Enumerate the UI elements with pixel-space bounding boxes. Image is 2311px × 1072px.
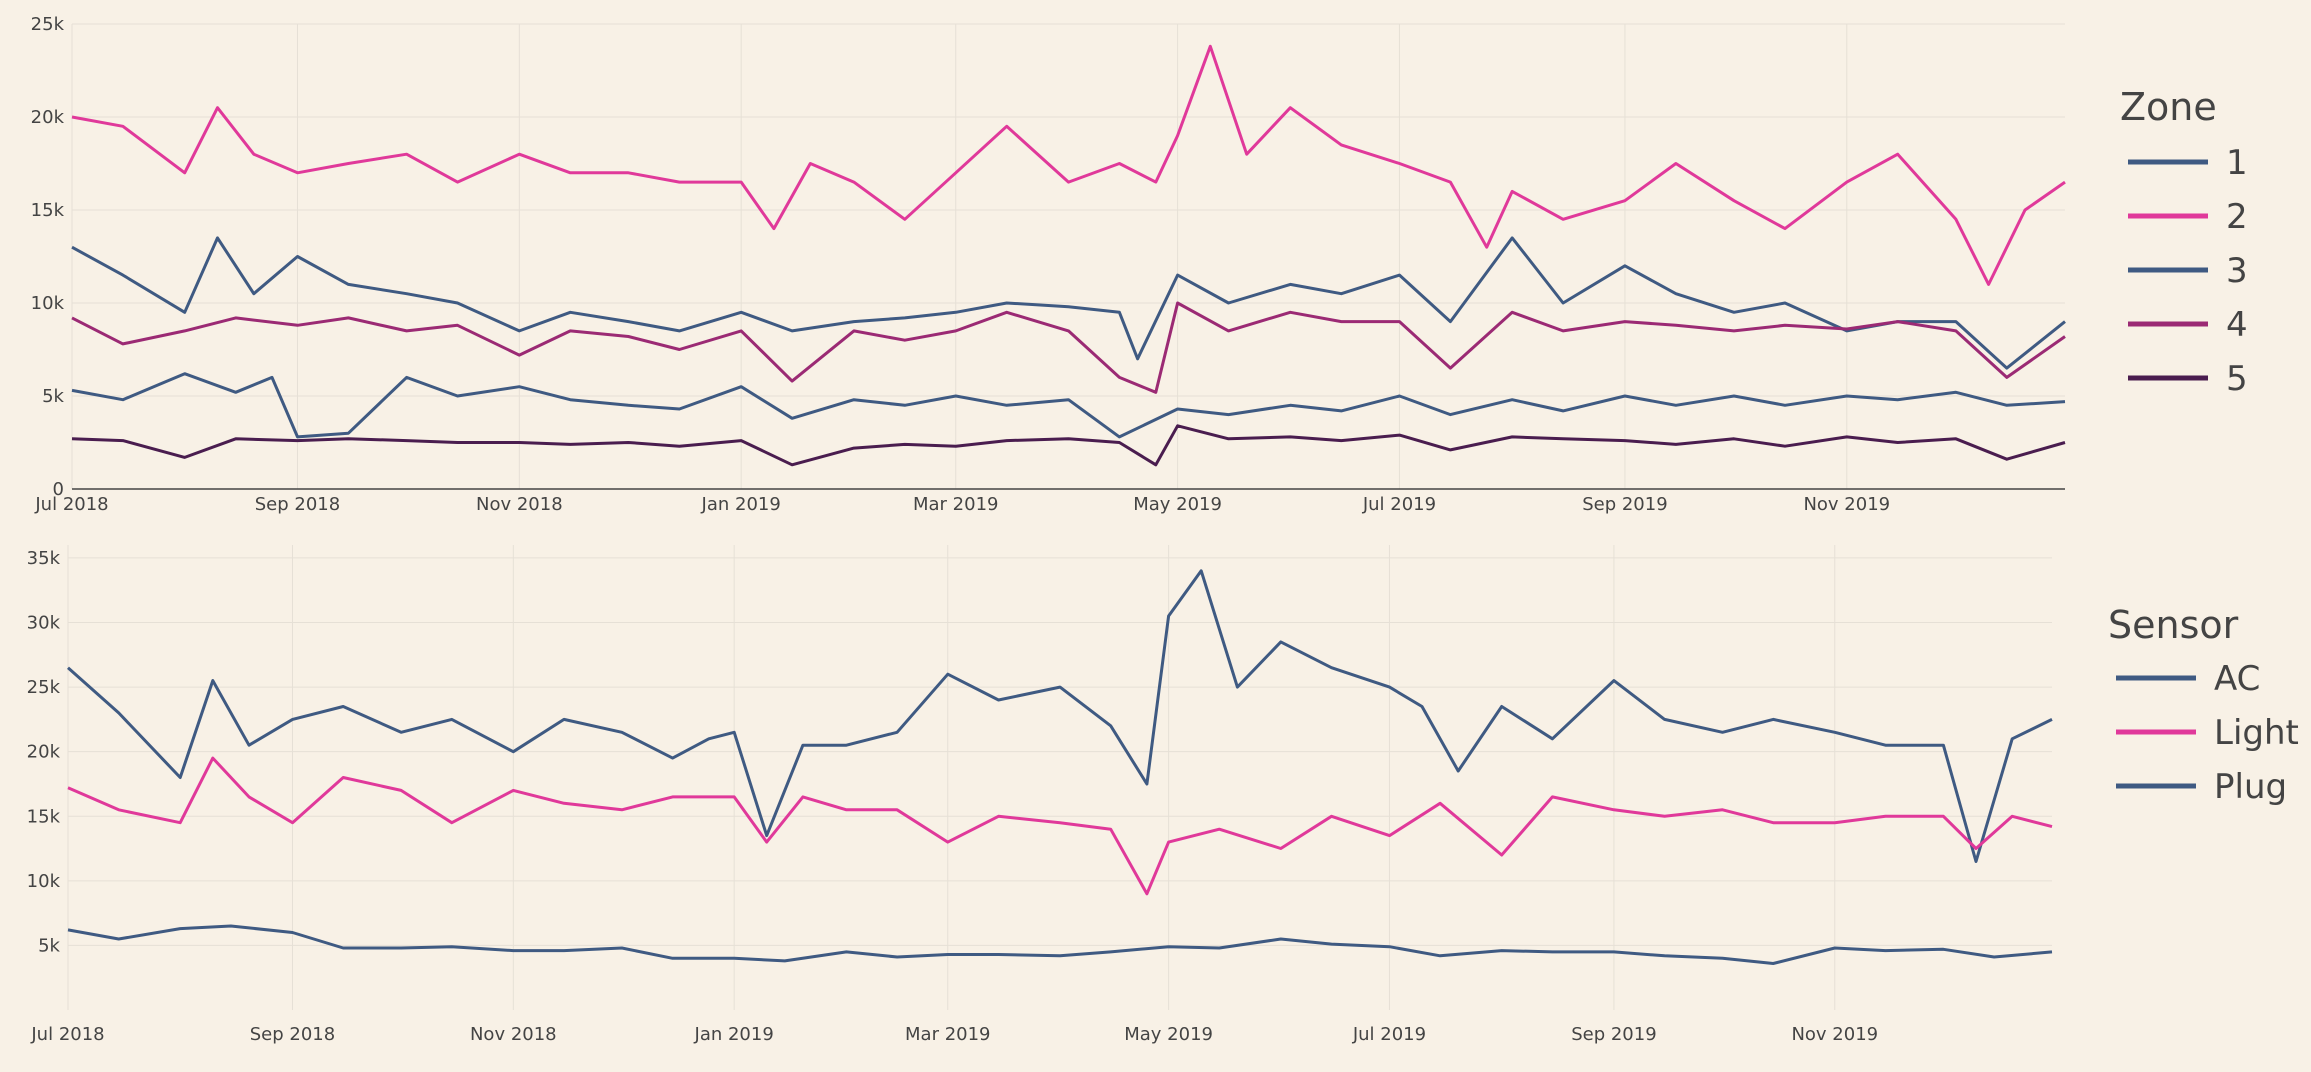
legend-entry: Plug [2214,767,2287,807]
x-tick-label: Sep 2018 [250,1024,335,1045]
x-tick-label: May 2019 [1124,1024,1213,1045]
series-line-1 [71,236,2066,370]
y-tick-label: 5k [38,935,60,956]
y-tick-label: 15k [31,200,65,221]
x-tick-label: Sep 2019 [1571,1024,1656,1045]
legend-entry: 3 [2226,251,2248,291]
x-tick-label: May 2019 [1133,494,1222,515]
series-line-ac [67,569,2053,863]
series-line-light [67,756,2053,896]
x-tick-label: Jul 2019 [1362,494,1436,515]
series-line-plug [67,924,2053,965]
x-tick-label: Jul 2019 [1352,1024,1426,1045]
x-tick-label: Sep 2019 [1582,494,1667,515]
legend-entry: 2 [2226,197,2248,237]
legend-entry: AC [2214,659,2260,699]
x-tick-label: Jan 2019 [701,494,781,515]
y-tick-label: 25k [27,677,61,698]
legend-title: Zone [2120,85,2217,129]
y-tick-label: 30k [27,613,61,634]
y-tick-label: 25k [31,14,65,35]
x-tick-label: Sep 2018 [255,494,340,515]
x-tick-label: Jan 2019 [694,1024,774,1045]
x-tick-label: Nov 2019 [1791,1024,1878,1045]
x-tick-label: Mar 2019 [905,1024,991,1045]
series-line-5 [71,424,2066,467]
y-tick-label: 10k [27,871,61,892]
y-tick-label: 10k [31,293,65,314]
series-line-3 [71,372,2066,439]
chart-panel-1: 0 5k 10k 15k 20k 25k Jul 2018 Sep 2018 Nov 2018 J… [31,14,2248,515]
x-tick-label: Nov 2018 [476,494,563,515]
y-tick-label: 5k [42,386,64,407]
y-tick-label: 20k [31,107,65,128]
x-tick-label: Mar 2019 [913,494,999,515]
x-tick-label: Nov 2019 [1803,494,1890,515]
series-line-2 [71,44,2066,286]
y-tick-label: 20k [27,742,61,763]
legend-entry: Light [2214,713,2299,753]
legend-entry: 4 [2226,305,2248,345]
legend-entry: 1 [2226,143,2248,183]
y-tick-label: 35k [27,548,61,569]
y-tick-label: 15k [27,806,61,827]
series-line-4 [71,301,2066,394]
chart-panel-2: 5k 10k 15k 20k 25k 30k 35k Jul 2018 Sep 2018 Nov … [27,545,2299,1045]
y-tick-label: 0 [53,479,64,500]
x-tick-label: Jul 2018 [30,1024,104,1045]
legend-entry: 5 [2226,359,2248,399]
legend-title: Sensor [2108,603,2239,647]
x-tick-label: Jul 2018 [34,494,108,515]
x-tick-label: Nov 2018 [470,1024,557,1045]
